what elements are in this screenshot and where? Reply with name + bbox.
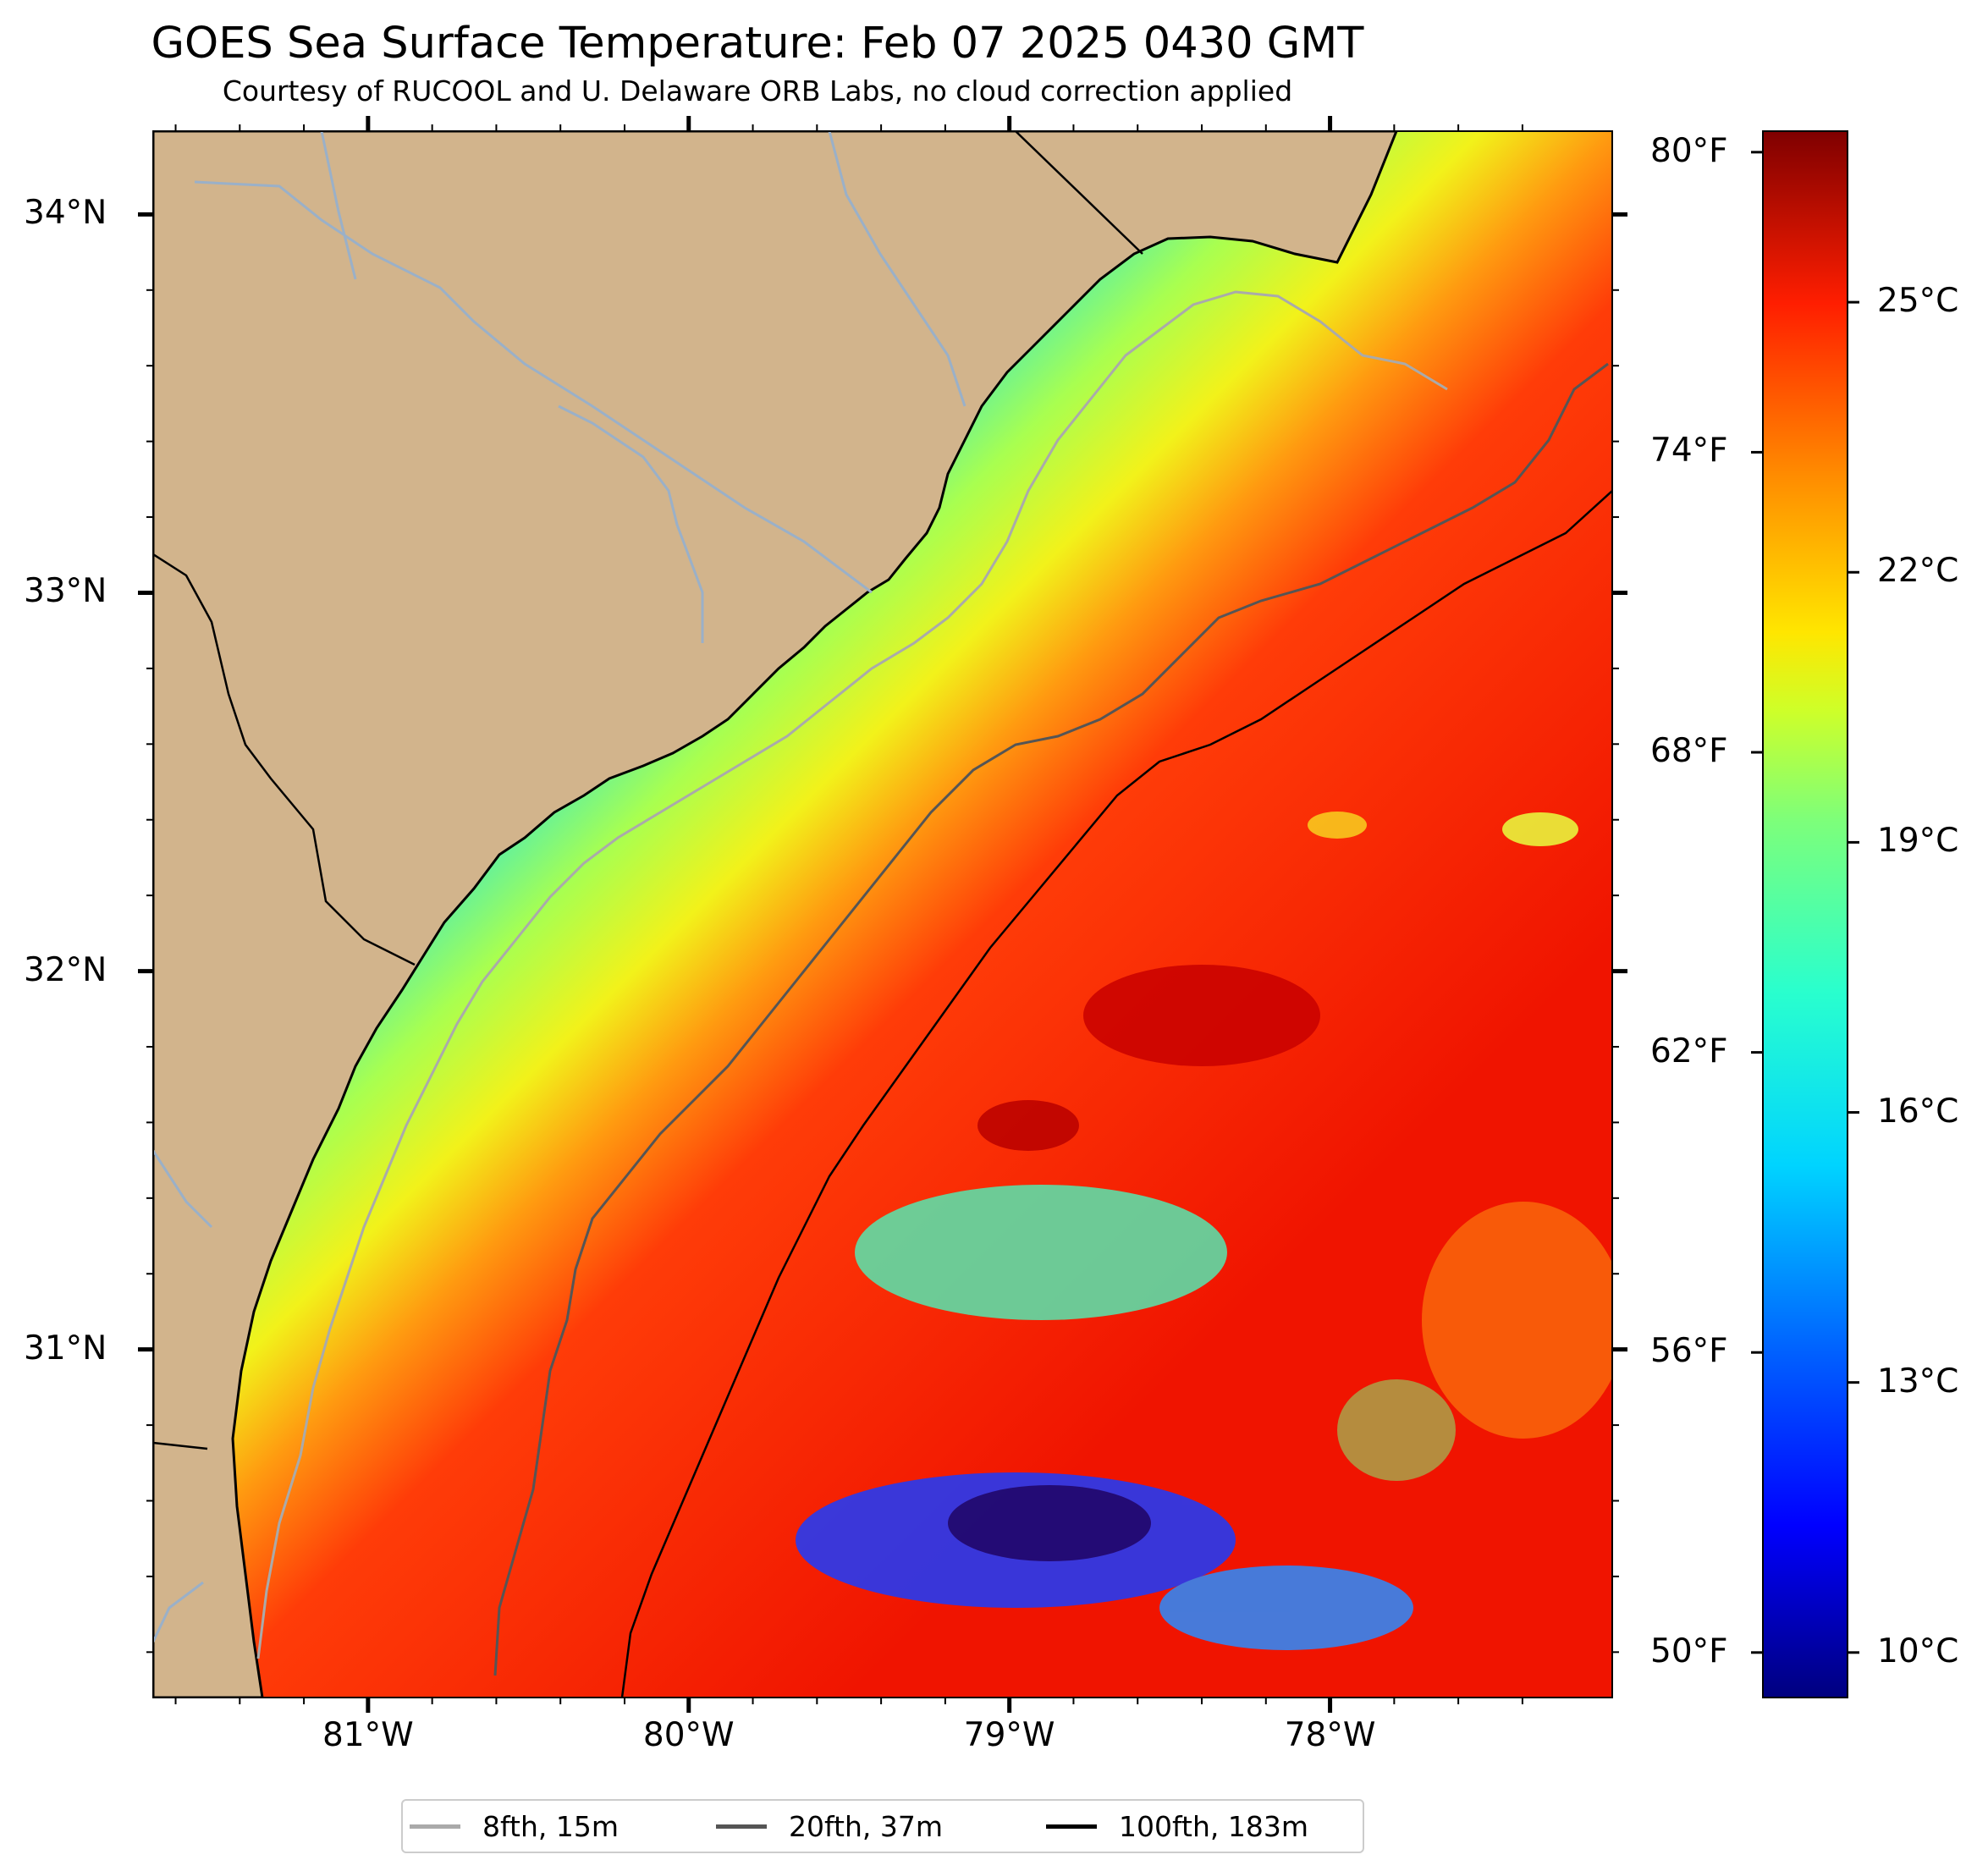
fahrenheit-label: 56°F [1650,1332,1728,1371]
contour-100fth [620,490,1612,1698]
legend-item-20fth: 20fth, 37m [716,1801,943,1852]
fahrenheit-label: 68°F [1650,732,1728,771]
lat-label: 32°N [24,950,107,989]
legend-line-20fth [716,1824,767,1829]
colorbar [1762,130,1848,1698]
map-title: GOES Sea Surface Temperature: Feb 07 202… [151,19,1364,69]
state-border-ga [153,1441,208,1450]
state-border-nc [1015,131,1143,255]
lon-label: 79°W [963,1716,1055,1754]
lat-label: 31°N [24,1329,107,1367]
lon-label: 81°W [322,1716,414,1754]
celsius-label: 16°C [1877,1092,1959,1131]
lat-label: 33°N [24,572,107,611]
axis-ticks [138,116,1627,1713]
fahrenheit-label: 74°F [1650,432,1728,471]
lon-label: 78°W [1284,1716,1376,1754]
land-area [153,131,1398,1698]
celsius-label: 22°C [1877,552,1959,591]
contour-legend: 8fth, 15m 20fth, 37m 100fth, 183m [401,1799,1364,1853]
celsius-label: 25°C [1877,282,1959,321]
legend-item-100fth: 100fth, 183m [1046,1801,1308,1852]
map-frame [152,130,1613,1698]
map-subtitle: Courtesy of RUCOOL and U. Delaware ORB L… [222,74,1293,107]
celsius-label: 13°C [1877,1362,1959,1400]
legend-label-8fth: 8fth, 15m [482,1809,620,1843]
lat-label: 34°N [24,194,107,233]
lon-label: 80°W [642,1716,735,1754]
legend-item-8fth: 8fth, 15m [403,1801,619,1852]
map-area [153,131,1612,1698]
legend-label-20fth: 20fth, 37m [789,1809,943,1843]
legend-label-100fth: 100fth, 183m [1119,1809,1308,1843]
celsius-label: 10°C [1877,1632,1959,1670]
contour-8fth [256,290,1448,1659]
legend-line-100fth [1046,1824,1097,1829]
colorbar-ticks [1751,151,1859,1654]
fahrenheit-label: 50°F [1650,1632,1728,1670]
fahrenheit-label: 62°F [1650,1032,1728,1070]
legend-line-8fth [410,1824,460,1829]
sst-features [796,812,1612,1650]
celsius-label: 19°C [1877,822,1959,861]
state-border [153,553,416,966]
rivers [153,131,966,1643]
fahrenheit-label: 80°F [1650,131,1728,170]
contour-20fth [493,362,1609,1676]
